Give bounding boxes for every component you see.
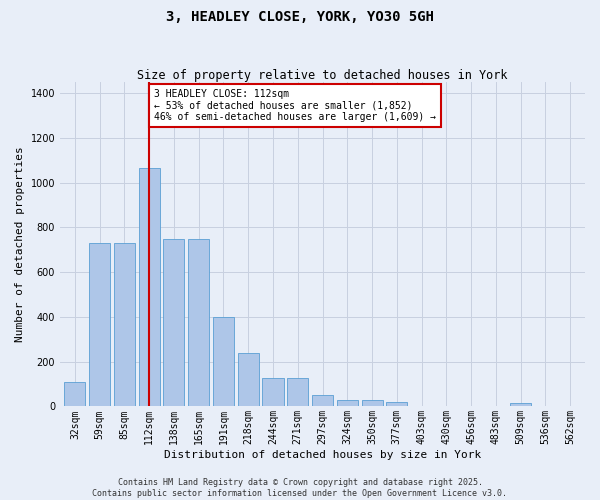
Bar bbox=[362, 400, 383, 406]
Bar bbox=[238, 352, 259, 406]
Bar bbox=[262, 378, 284, 406]
Bar bbox=[89, 243, 110, 406]
Bar bbox=[312, 395, 333, 406]
Bar bbox=[163, 238, 184, 406]
Bar bbox=[287, 378, 308, 406]
Text: Contains HM Land Registry data © Crown copyright and database right 2025.
Contai: Contains HM Land Registry data © Crown c… bbox=[92, 478, 508, 498]
Bar bbox=[139, 168, 160, 406]
Text: 3 HEADLEY CLOSE: 112sqm
← 53% of detached houses are smaller (1,852)
46% of semi: 3 HEADLEY CLOSE: 112sqm ← 53% of detache… bbox=[154, 88, 436, 122]
Bar bbox=[64, 382, 85, 406]
Bar bbox=[337, 400, 358, 406]
Bar bbox=[386, 402, 407, 406]
Title: Size of property relative to detached houses in York: Size of property relative to detached ho… bbox=[137, 69, 508, 82]
Bar bbox=[188, 238, 209, 406]
Bar bbox=[114, 243, 135, 406]
Y-axis label: Number of detached properties: Number of detached properties bbox=[15, 146, 25, 342]
Bar bbox=[510, 404, 531, 406]
Text: 3, HEADLEY CLOSE, YORK, YO30 5GH: 3, HEADLEY CLOSE, YORK, YO30 5GH bbox=[166, 10, 434, 24]
X-axis label: Distribution of detached houses by size in York: Distribution of detached houses by size … bbox=[164, 450, 481, 460]
Bar bbox=[213, 317, 234, 406]
